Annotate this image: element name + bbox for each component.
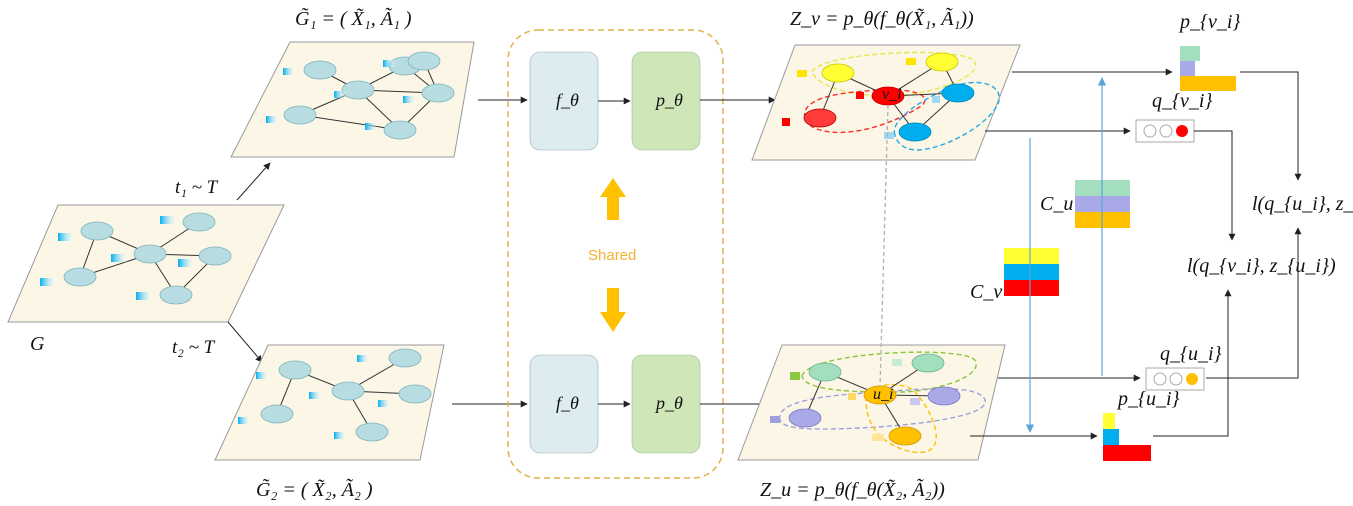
graph-g2-panel	[214, 344, 445, 461]
p-vi-label: p_{v_i}	[1178, 11, 1240, 33]
shared-up-arrow	[600, 178, 626, 220]
graph-g-label: G	[30, 333, 45, 355]
c-v-label: C_v	[970, 281, 1002, 303]
encoder-top: f_θ	[529, 51, 599, 151]
p-ui-bars	[1103, 413, 1151, 461]
graph-g-panel	[7, 204, 285, 323]
q-ui-label: q_{u_i}	[1160, 343, 1222, 365]
graph-g1-panel	[230, 41, 475, 158]
t1-label: t₁ ~ T	[175, 177, 219, 198]
zu-title: Z_u = p_θ(f_θ(X̃₂, Ã₂))	[760, 477, 945, 501]
c-v-bars	[1004, 248, 1059, 296]
g1-title: G̃₁ = ( X̃₁, Ã₁ )	[295, 6, 412, 30]
encoder-top-label: f_θ	[556, 90, 579, 110]
g2-title: G̃₂ = ( X̃₂, Ã₂ )	[256, 477, 373, 501]
p-vi-bars	[1180, 46, 1236, 91]
t2-label: t₂ ~ T	[172, 337, 216, 358]
zv-title: Z_v = p_θ(f_θ(X̃₁, Ã₁))	[790, 6, 974, 30]
zv-panel	[751, 44, 1021, 161]
vi-label: v_i	[882, 86, 902, 103]
shared-down-arrow	[600, 288, 626, 332]
q-vi-indicator	[1135, 119, 1195, 143]
q-vi-label: q_{v_i}	[1152, 90, 1212, 112]
shared-label: Shared	[588, 247, 636, 264]
c-u-label: C_u	[1040, 193, 1073, 215]
p-ui-label: p_{u_i}	[1116, 388, 1180, 410]
vi-ui-link	[879, 104, 889, 387]
encoder-bottom: f_θ	[529, 354, 599, 454]
projector-top: p_θ	[631, 51, 701, 151]
q-ui-indicator	[1145, 367, 1205, 391]
zu-panel	[737, 344, 1006, 461]
loss-qv-zu: l(q_{v_i}, z_{u_i})	[1187, 255, 1336, 277]
projector-bottom: p_θ	[631, 354, 701, 454]
ui-label: u_i	[873, 386, 893, 403]
projector-top-label: p_θ	[654, 90, 683, 110]
loss-qu-zv: l(q_{u_i}, z_{v_i})	[1252, 193, 1353, 215]
projector-bottom-label: p_θ	[654, 393, 683, 413]
encoder-bottom-label: f_θ	[556, 393, 579, 413]
shared-module-border	[507, 29, 724, 479]
